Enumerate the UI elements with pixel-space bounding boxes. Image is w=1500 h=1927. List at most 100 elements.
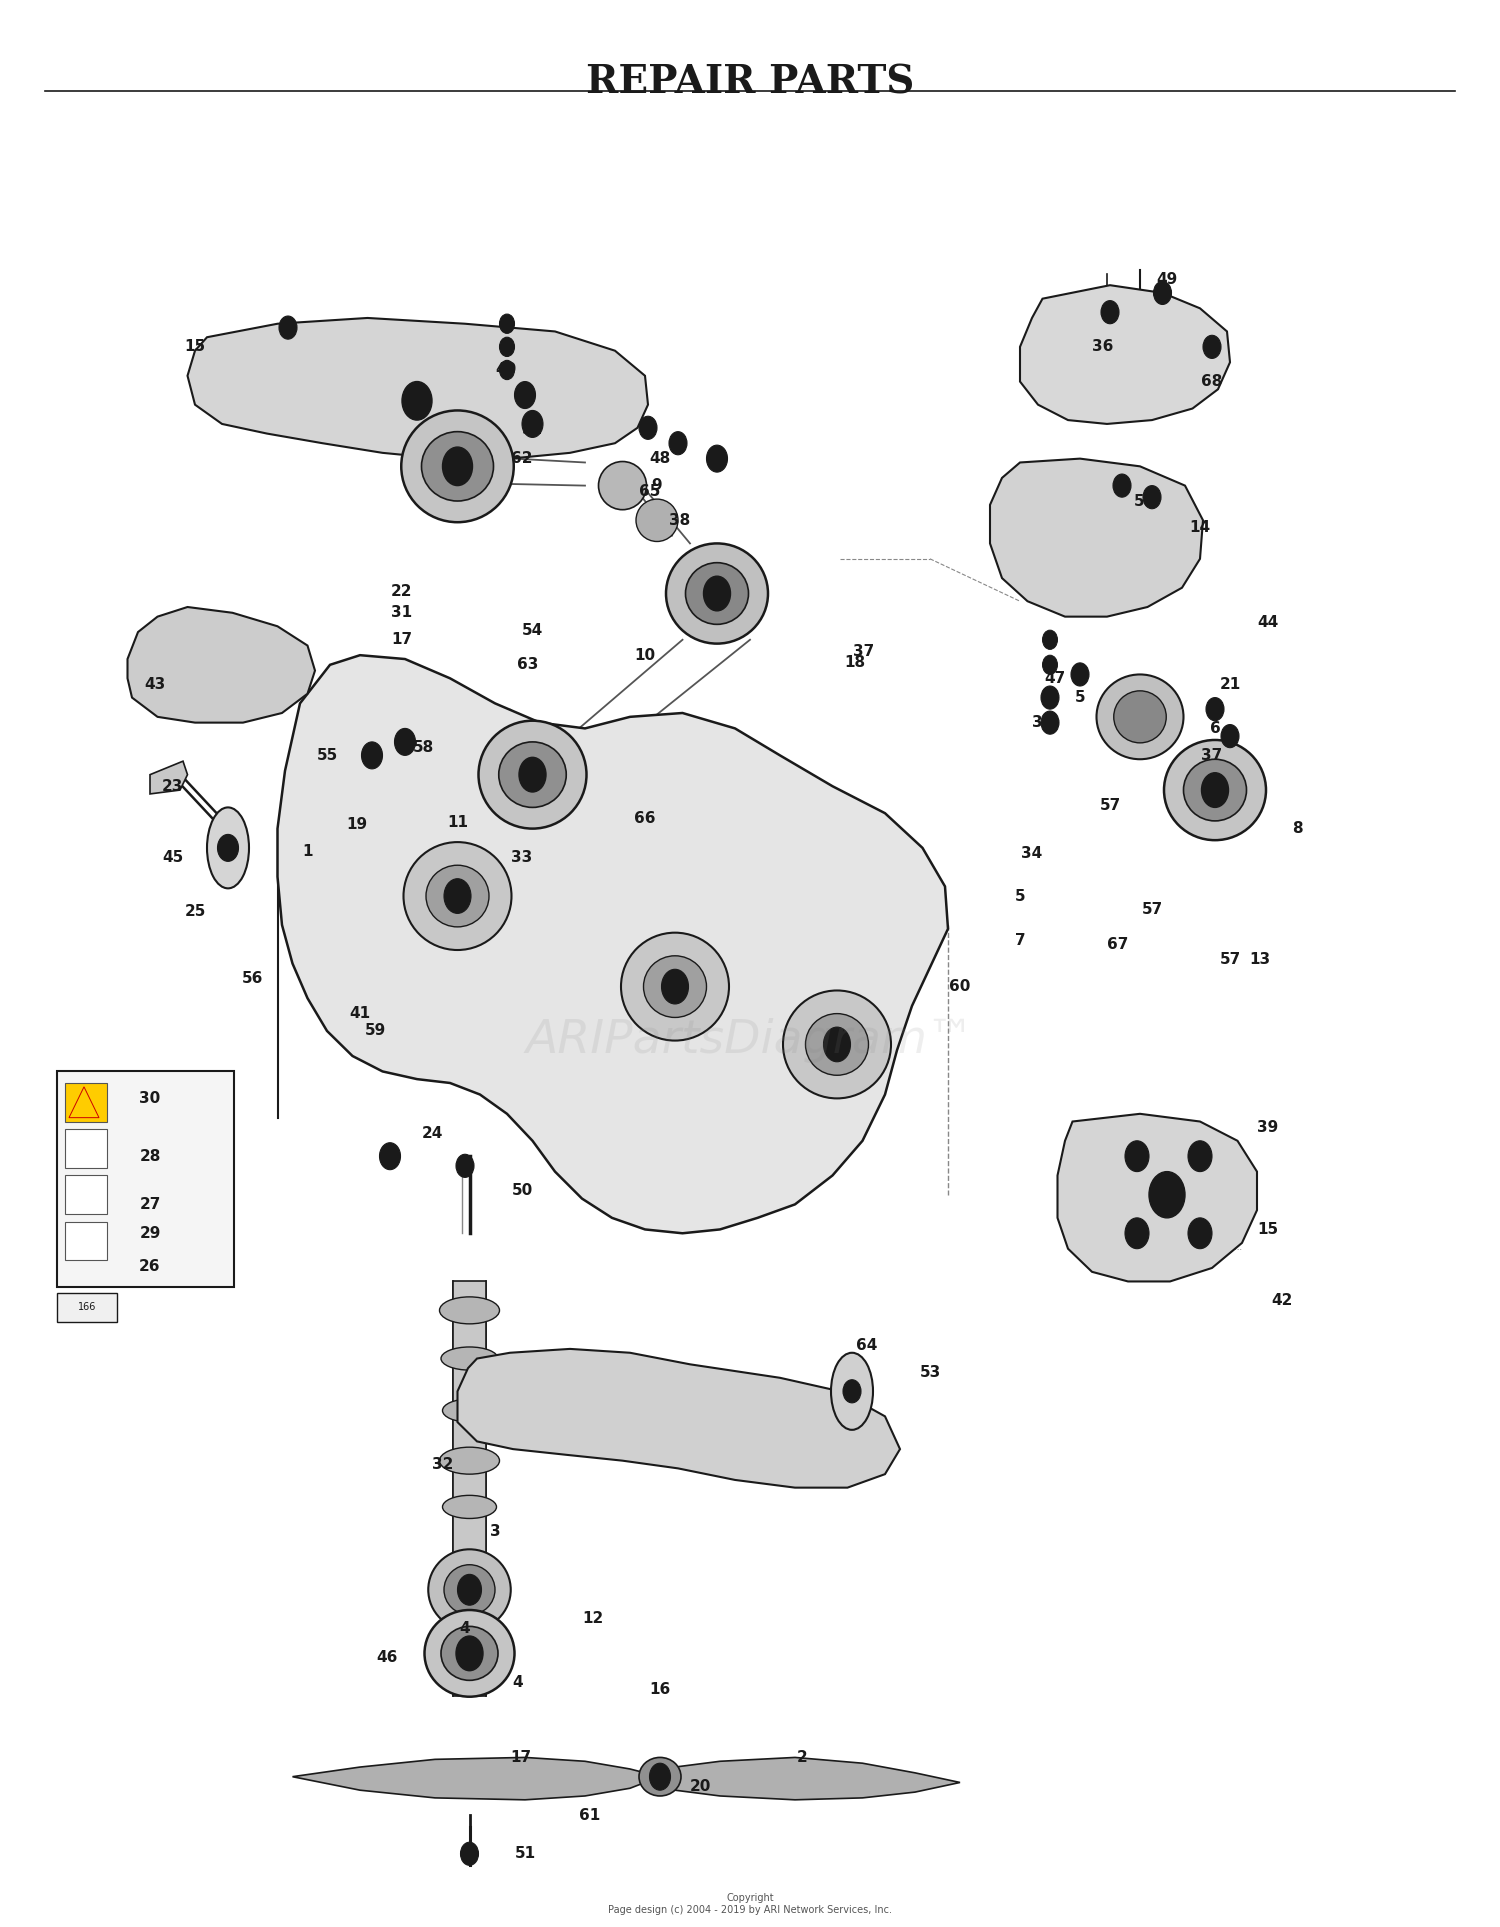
Text: 64: 64	[856, 1337, 877, 1353]
Text: 10: 10	[634, 647, 656, 663]
Circle shape	[639, 416, 657, 439]
Text: 20: 20	[690, 1779, 711, 1794]
Circle shape	[514, 382, 535, 409]
Bar	[64, 1129, 106, 1168]
Text: Copyright
Page design (c) 2004 - 2019 by ARI Network Services, Inc.: Copyright Page design (c) 2004 - 2019 by…	[608, 1892, 892, 1915]
Text: 166: 166	[78, 1301, 96, 1312]
Circle shape	[380, 1143, 400, 1170]
Polygon shape	[188, 318, 648, 459]
Circle shape	[458, 1574, 482, 1605]
Circle shape	[456, 1154, 474, 1177]
Polygon shape	[660, 1757, 960, 1800]
Circle shape	[217, 834, 238, 861]
Bar	[64, 1175, 106, 1214]
Ellipse shape	[686, 563, 748, 624]
Polygon shape	[128, 607, 315, 723]
Bar	[453, 1281, 486, 1696]
Circle shape	[1154, 281, 1172, 304]
Circle shape	[1042, 630, 1058, 649]
Circle shape	[824, 1027, 850, 1062]
Circle shape	[662, 969, 688, 1004]
Text: 31: 31	[392, 605, 412, 620]
Text: 17: 17	[510, 1750, 531, 1765]
Circle shape	[1042, 655, 1058, 674]
Text: 52: 52	[522, 422, 543, 437]
Polygon shape	[292, 1757, 660, 1800]
Text: 4: 4	[512, 1675, 524, 1690]
Circle shape	[1143, 486, 1161, 509]
Circle shape	[1125, 1141, 1149, 1172]
Bar	[64, 1083, 106, 1122]
Ellipse shape	[404, 842, 512, 950]
Text: 15: 15	[1257, 1222, 1278, 1237]
Ellipse shape	[1184, 759, 1246, 821]
Ellipse shape	[422, 432, 494, 501]
Ellipse shape	[429, 1549, 510, 1630]
Text: 29: 29	[140, 1226, 160, 1241]
Text: 48: 48	[650, 451, 670, 466]
Ellipse shape	[426, 865, 489, 927]
Text: 57: 57	[1220, 952, 1240, 967]
Text: 47: 47	[1044, 671, 1065, 686]
Polygon shape	[1020, 285, 1230, 424]
Circle shape	[1221, 725, 1239, 748]
Ellipse shape	[1113, 692, 1167, 744]
Text: 40: 40	[495, 362, 516, 378]
Circle shape	[1042, 688, 1058, 707]
Text: 66: 66	[634, 811, 656, 827]
Text: ARIPartsDiagram™: ARIPartsDiagram™	[525, 1017, 975, 1064]
Bar	[57, 1293, 117, 1322]
Circle shape	[1188, 1141, 1212, 1172]
Text: 37: 37	[1202, 748, 1222, 763]
Text: 63: 63	[518, 657, 538, 673]
Text: 46: 46	[376, 1650, 398, 1665]
Circle shape	[519, 757, 546, 792]
Text: 35: 35	[1032, 715, 1053, 730]
Text: 41: 41	[350, 1006, 370, 1021]
Text: 6: 6	[1209, 721, 1221, 736]
Ellipse shape	[442, 1495, 497, 1518]
Text: 19: 19	[346, 817, 368, 832]
Circle shape	[1188, 1218, 1212, 1249]
Text: 24: 24	[422, 1125, 442, 1141]
Circle shape	[706, 445, 728, 472]
Ellipse shape	[498, 742, 567, 807]
Text: 59: 59	[364, 1023, 386, 1039]
Text: 11: 11	[447, 815, 468, 831]
Text: 53: 53	[920, 1364, 940, 1380]
Circle shape	[442, 447, 472, 486]
Text: 28: 28	[140, 1148, 160, 1164]
Ellipse shape	[402, 410, 513, 522]
Ellipse shape	[207, 807, 249, 888]
Circle shape	[650, 1763, 670, 1790]
Text: 23: 23	[162, 779, 183, 794]
Text: 25: 25	[184, 904, 206, 919]
Circle shape	[500, 314, 514, 333]
Circle shape	[394, 728, 416, 755]
Text: 12: 12	[582, 1611, 603, 1626]
Bar	[64, 1222, 106, 1260]
Text: 32: 32	[432, 1457, 453, 1472]
Ellipse shape	[639, 1757, 681, 1796]
Text: 55: 55	[316, 748, 338, 763]
Ellipse shape	[1096, 674, 1184, 759]
Circle shape	[500, 337, 514, 356]
Text: 1: 1	[302, 844, 312, 859]
Text: 16: 16	[650, 1682, 670, 1698]
Text: 34: 34	[1022, 846, 1042, 861]
Text: 43: 43	[144, 676, 165, 692]
Ellipse shape	[440, 1297, 500, 1324]
Ellipse shape	[424, 1611, 514, 1698]
Polygon shape	[458, 1349, 900, 1488]
Text: 8: 8	[1292, 821, 1304, 836]
Text: 27: 27	[140, 1197, 160, 1212]
Ellipse shape	[831, 1353, 873, 1430]
Ellipse shape	[478, 721, 586, 829]
Text: 33: 33	[512, 850, 532, 865]
Text: 49: 49	[1156, 272, 1178, 287]
Circle shape	[1113, 474, 1131, 497]
Text: 51: 51	[514, 1846, 535, 1861]
Circle shape	[1203, 335, 1221, 358]
Text: 60: 60	[950, 979, 970, 994]
Circle shape	[444, 879, 471, 913]
